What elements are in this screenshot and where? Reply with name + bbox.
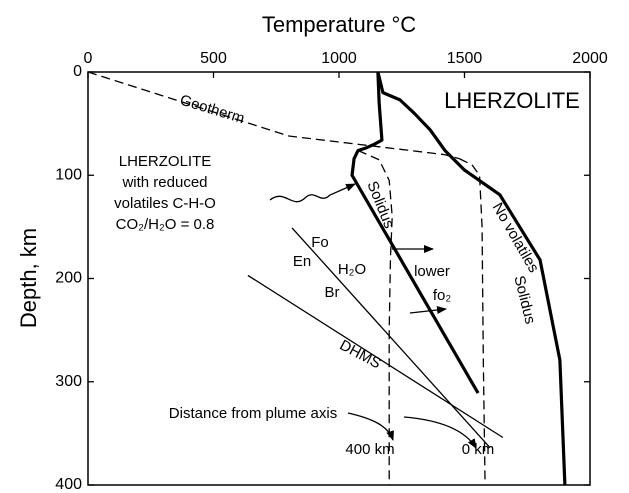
annotation: CO₂/H₂O = 0.8 — [116, 216, 215, 233]
chart-title: Temperature °C — [262, 12, 416, 37]
annotation: LHERZOLITE — [444, 88, 580, 113]
curve — [459, 158, 486, 486]
pointer-arrow — [403, 416, 477, 449]
annotation: En — [293, 253, 311, 270]
curve — [350, 71, 480, 394]
annotation: Solidus — [510, 274, 538, 326]
x-tick-label: 500 — [200, 50, 227, 67]
pointer-arrow — [269, 183, 356, 203]
curve — [291, 227, 491, 449]
annotation: LHERZOLITE — [119, 153, 212, 170]
y-tick-label: 300 — [55, 373, 82, 390]
annotation: H₂O — [338, 261, 366, 278]
annotation: 400 km — [345, 441, 394, 458]
y-tick-label: 100 — [55, 166, 82, 183]
x-tick-label: 1500 — [447, 50, 483, 67]
annotation: volatiles C-H-O — [114, 195, 216, 212]
annotation: with reduced — [121, 174, 207, 191]
annotation: 0 km — [462, 441, 495, 458]
curve — [247, 274, 504, 439]
label-box — [435, 84, 587, 120]
annotation: Geotherm — [178, 92, 247, 128]
annotation: Fo — [311, 234, 329, 251]
pointer-arrow — [347, 412, 394, 441]
x-tick-label: 2000 — [572, 50, 608, 67]
annotation: DHMS — [337, 337, 384, 373]
curve — [376, 71, 567, 486]
shift-arrow — [409, 306, 447, 314]
annotation: lower — [414, 263, 450, 280]
annotation: Distance from plume axis — [169, 405, 337, 422]
y-axis-label: Depth, km — [16, 228, 41, 328]
annotation: No volatiles — [489, 200, 542, 276]
curve — [87, 71, 460, 160]
y-tick-label: 0 — [73, 63, 82, 80]
y-tick-label: 400 — [55, 476, 82, 493]
x-tick-label: 1000 — [321, 50, 357, 67]
annotation: Br — [325, 284, 340, 301]
y-tick-label: 200 — [55, 270, 82, 287]
annotation: fo₂ — [433, 287, 452, 304]
x-tick-label: 0 — [84, 50, 93, 67]
